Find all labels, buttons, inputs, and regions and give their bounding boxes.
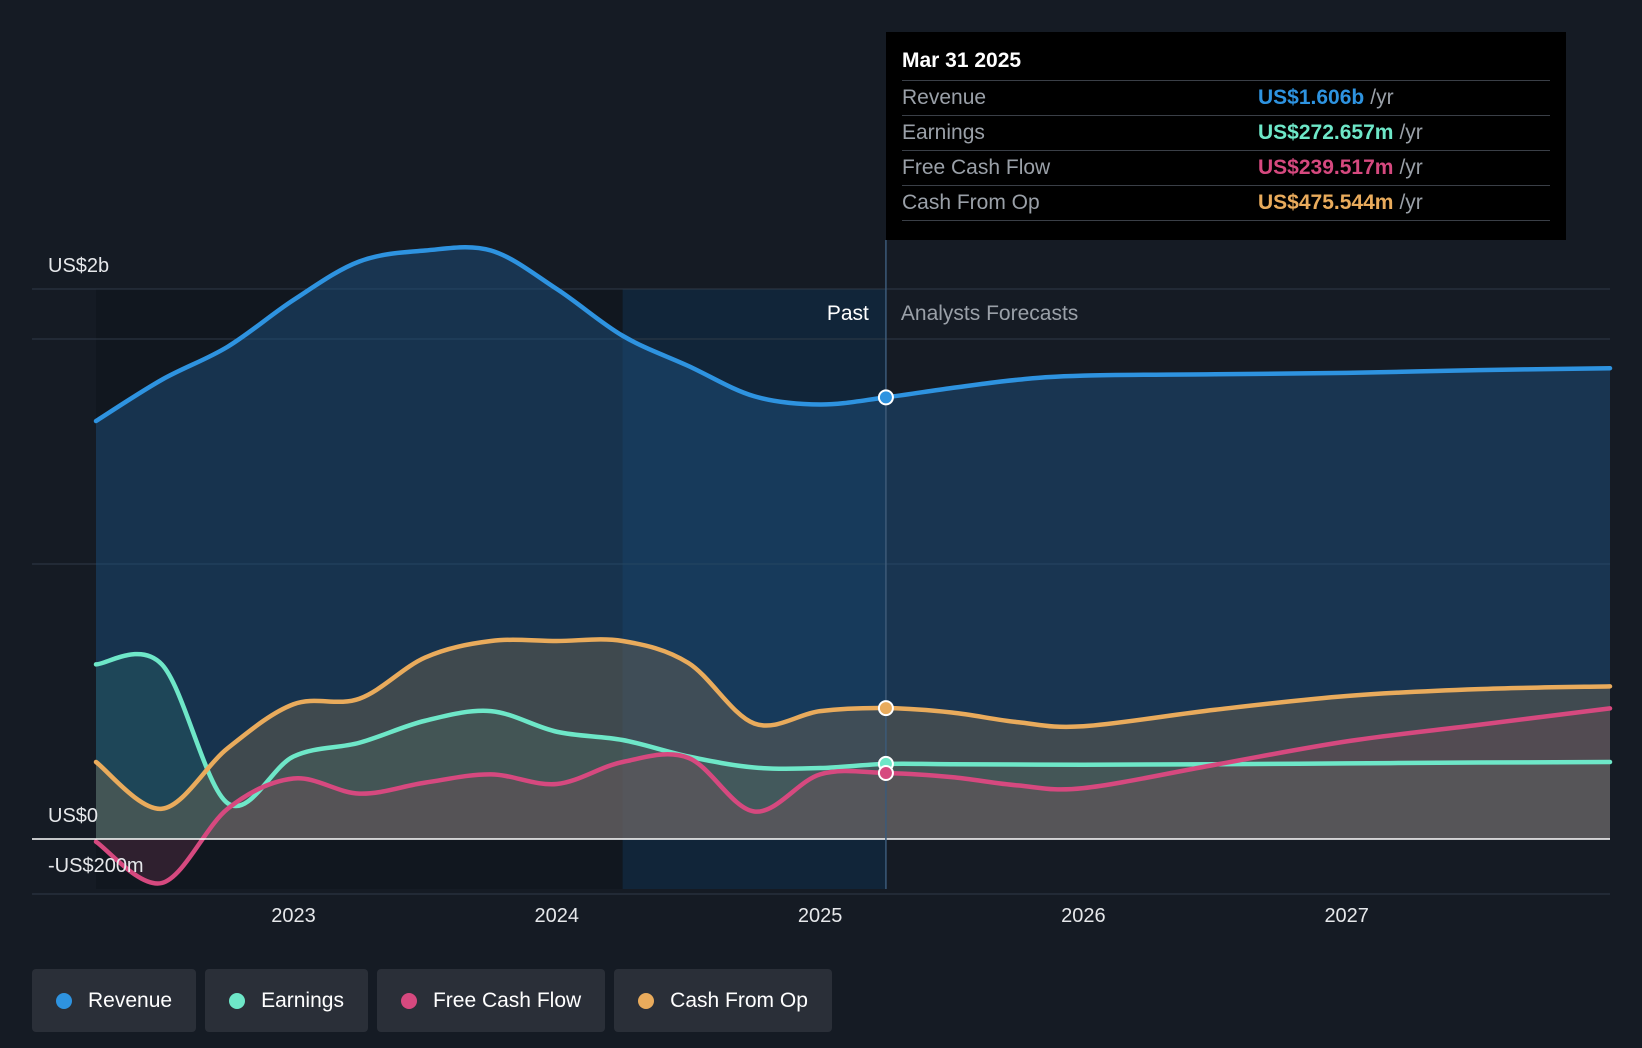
tooltip-row-cash-from-op: Cash From Op US$475.544m /yr	[902, 185, 1550, 221]
legend-dot-icon	[229, 992, 246, 1009]
x-tick-label: 2025	[798, 905, 843, 927]
legend-label: Earnings	[261, 988, 344, 1012]
tooltip-label: Revenue	[902, 86, 987, 109]
tooltip-row-revenue: Revenue US$1.606b /yr	[902, 80, 1550, 115]
x-tick-label: 2024	[535, 905, 580, 927]
forecast-label: Analysts Forecasts	[901, 302, 1078, 325]
tooltip-unit: /yr	[1399, 156, 1423, 179]
tooltip-row-earnings: Earnings US$272.657m /yr	[902, 115, 1550, 150]
marker-cash-from-op	[877, 700, 894, 717]
legend-item-revenue[interactable]: Revenue	[32, 969, 197, 1032]
area-free-cash-flow	[96, 708, 1610, 884]
line-earnings	[93, 651, 1613, 809]
tooltip-label: Cash From Op	[902, 191, 1040, 214]
tooltip-value: US$272.657m	[1258, 121, 1394, 144]
legend-item-cash-from-op[interactable]: Cash From Op	[614, 969, 832, 1032]
legend-label: Cash From Op	[670, 988, 808, 1012]
tooltip-value: US$475.544m	[1258, 191, 1394, 214]
line-free-cash-flow	[93, 706, 1613, 886]
legend-item-free-cash-flow[interactable]: Free Cash Flow	[376, 969, 606, 1032]
hover-markers	[877, 389, 894, 781]
legend-item-earnings[interactable]: Earnings	[205, 969, 368, 1032]
legend-dot-icon	[400, 992, 417, 1009]
marker-revenue	[877, 389, 894, 406]
y-axis-label-top: US$2b	[48, 255, 109, 277]
tooltip-label: Free Cash Flow	[902, 156, 1051, 179]
legend-dot-icon	[638, 992, 655, 1009]
x-tick-label: 2027	[1324, 905, 1369, 927]
area-revenue	[96, 247, 1610, 839]
line-cash-from-op	[93, 637, 1613, 811]
legend-label: Revenue	[88, 988, 173, 1012]
series-lines	[93, 244, 1613, 886]
tooltip-label: Earnings	[902, 121, 985, 144]
tooltip-value: US$239.517m	[1258, 156, 1394, 179]
tooltip-unit: /yr	[1370, 86, 1394, 109]
tooltip-date: Mar 31 2025	[902, 49, 1022, 72]
legend-label: Free Cash Flow	[432, 988, 582, 1012]
area-earnings	[96, 654, 1610, 839]
area-cash-from-op	[96, 639, 1610, 839]
x-tick-label: 2023	[271, 905, 316, 927]
legend: Revenue Earnings Free Cash Flow Cash Fro…	[32, 969, 832, 1032]
tooltip-row-free-cash-flow: Free Cash Flow US$239.517m /yr	[902, 150, 1550, 185]
line-revenue	[93, 244, 1613, 424]
legend-dot-icon	[56, 992, 72, 1009]
marker-free-cash-flow	[877, 765, 894, 781]
tooltip-panel: Mar 31 2025 Revenue US$1.606b /yr Earnin…	[886, 32, 1566, 240]
tooltip-value: US$1.606b	[1258, 86, 1365, 109]
tooltip-unit: /yr	[1399, 121, 1423, 144]
y-axis-label-negative: -US$200m	[48, 855, 144, 877]
tooltip-unit: /yr	[1399, 191, 1423, 214]
x-tick-label: 2026	[1061, 905, 1106, 927]
series-areas	[96, 247, 1610, 884]
y-axis-label-zero: US$0	[48, 805, 98, 827]
x-axis-ticks: 2023 2024 2025 2026 2027	[271, 905, 1369, 927]
past-label: Past	[827, 302, 869, 325]
